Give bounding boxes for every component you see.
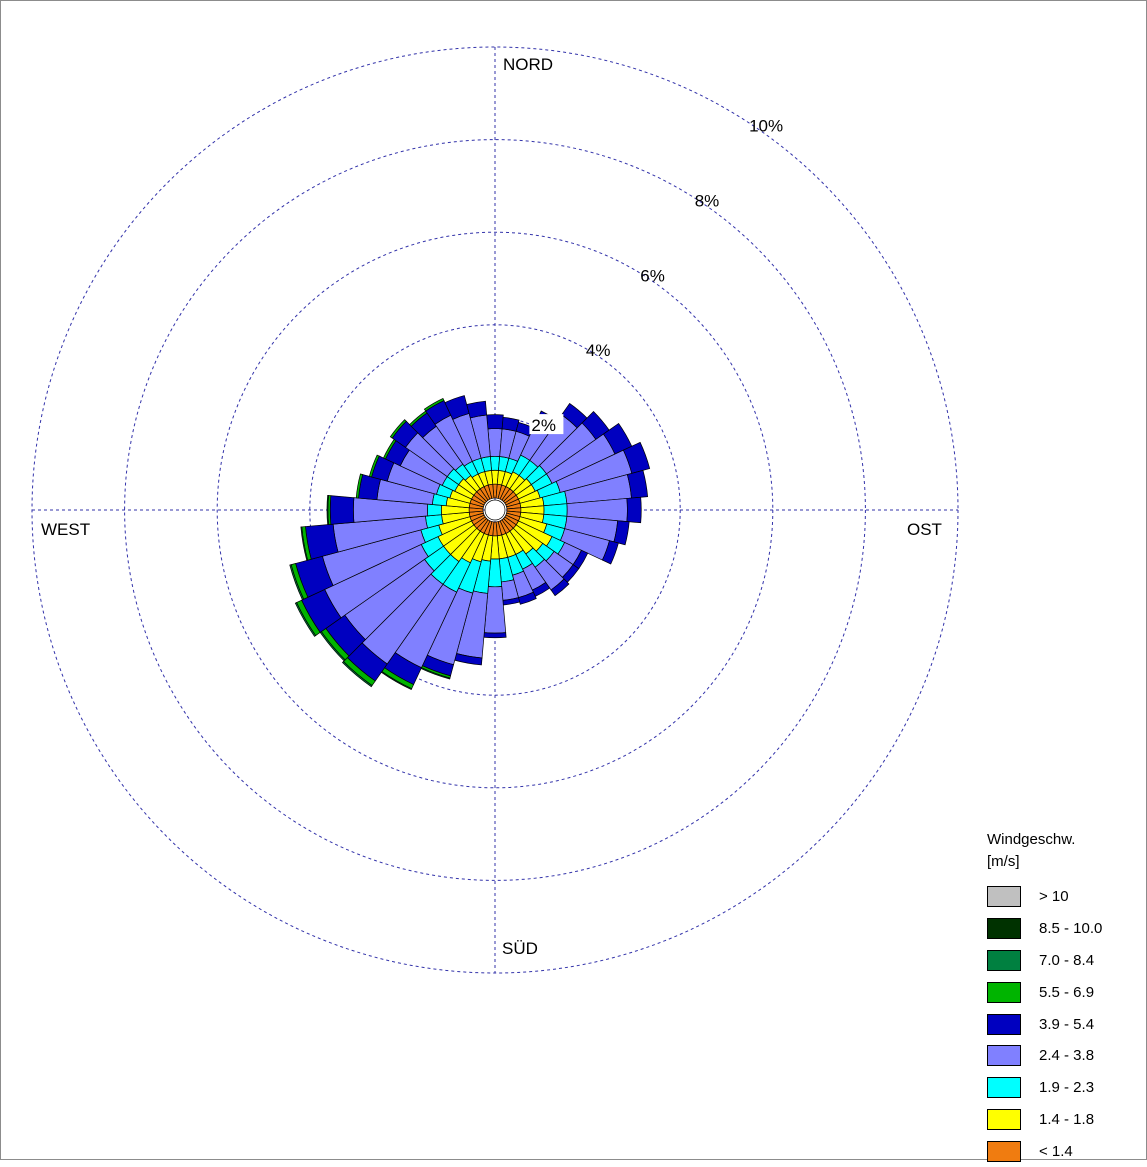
ring-label-5: 10% [749,116,783,135]
legend-item: 1.9 - 2.3 [987,1072,1137,1104]
ring-label-3: 6% [640,266,665,285]
bar-260-band-6 [300,526,309,561]
legend-label: > 10 [1039,888,1069,906]
bar-290-band-5 [368,454,380,478]
legend-swatch [987,1013,1021,1035]
bar-90-band-4 [626,496,642,524]
legend-label: 8.5 - 10.0 [1039,920,1103,938]
sector-210 [380,519,491,691]
ring-labels: 2% 4% 6% 8% 10% [529,116,783,435]
bar-220-band-6 [341,661,373,688]
legend-swatch [987,1045,1021,1067]
legend-swatch [987,1140,1021,1162]
sector-350 [466,400,495,499]
bar-310-band-5 [389,419,407,439]
sector-280 [355,473,484,510]
ring-label-1-bg [529,414,564,435]
bar-0-band-2 [489,455,501,471]
sector-250 [289,512,485,601]
bar-270-band-6 [326,494,329,526]
bar-240-band-6 [294,602,317,637]
legend-label: 1.9 - 2.3 [1039,1079,1095,1097]
sector-310 [389,419,488,504]
bar-250-band-6 [289,564,305,601]
legend-label: 1.4 - 1.8 [1039,1110,1095,1128]
sector-110 [505,512,619,565]
legend-items: > 10 8.5 - 10.0 7.0 - 8.4 5.5 - 6.9 3.9 - 5.… [987,881,1137,1167]
legend-swatch [987,949,1021,971]
legend-label: < 1.4 [1039,1142,1073,1160]
legend-label: 3.9 - 5.4 [1039,1015,1095,1033]
legend-item: 5.5 - 6.9 [987,976,1137,1008]
bar-180-band-4 [483,632,507,639]
sector-190 [454,521,495,666]
sector-130 [502,516,580,583]
bar-280-band-5 [355,473,364,499]
legend-label: 7.0 - 8.4 [1039,951,1095,969]
sector-220 [341,517,489,688]
bar-340-band-4 [444,395,470,420]
legend-swatch [987,1077,1021,1099]
bar-10-band-4 [501,416,520,432]
legend-label: 2.4 - 3.8 [1039,1047,1095,1065]
bar-70-band-4 [622,441,651,474]
bar-330-band-5 [423,397,445,412]
label-north: NORD [503,55,553,74]
sector-140 [501,517,570,597]
bar-350-band-4 [466,400,488,419]
sector-160 [497,520,537,605]
legend-item: 8.5 - 10.0 [987,913,1137,945]
sector-270 [326,494,484,526]
bar-110-band-4 [601,540,619,565]
center-hole [484,499,506,521]
legend-item: 7.0 - 8.4 [987,945,1137,977]
ring-label-4: 8% [695,191,720,210]
label-south: SÜD [502,939,538,958]
bar-80-band-4 [626,469,649,499]
sector-50 [502,410,610,504]
legend-title-line2: [m/s] [987,853,1020,870]
bar-160-band-4 [518,591,537,605]
legend-label: 5.5 - 6.9 [1039,983,1095,1001]
legend-swatch [987,918,1021,940]
legend-swatch [987,1108,1021,1130]
label-east: OST [907,520,942,539]
ring-label-2: 4% [586,341,611,360]
bar-100-band-4 [613,520,630,546]
legend-item: 2.4 - 3.8 [987,1040,1137,1072]
sector-40 [501,402,588,503]
legend-swatch [987,886,1021,908]
direction-labels: NORD OST SÜD WEST [41,55,942,958]
legend-item: 3.9 - 5.4 [987,1008,1137,1040]
bar-0-band-4 [486,414,504,430]
legend-item: 1.4 - 1.8 [987,1104,1137,1136]
bar-270-band-4 [329,495,355,525]
rose-bars [289,395,651,691]
sector-200 [420,520,493,680]
legend: Windgeschw. [m/s] > 10 8.5 - 10.0 7.0 - 8.… [987,829,1137,1167]
bar-140-band-4 [550,578,570,597]
legend-item: < 1.4 [987,1135,1137,1167]
ring-4 [124,139,866,881]
legend-title: Windgeschw. [m/s] [987,829,1137,873]
legend-item: > 10 [987,881,1137,913]
sector-80 [506,469,649,510]
sector-90 [506,496,642,524]
label-west: WEST [41,520,90,539]
legend-title-line1: Windgeschw. [987,831,1076,848]
sector-290 [368,454,485,508]
legend-swatch [987,981,1021,1003]
sector-70 [505,441,651,508]
bar-270-band-2 [427,503,442,517]
sector-340 [444,395,493,500]
sector-320 [409,410,489,503]
ring-label-1: 2% [531,416,556,435]
sector-20 [497,421,534,500]
